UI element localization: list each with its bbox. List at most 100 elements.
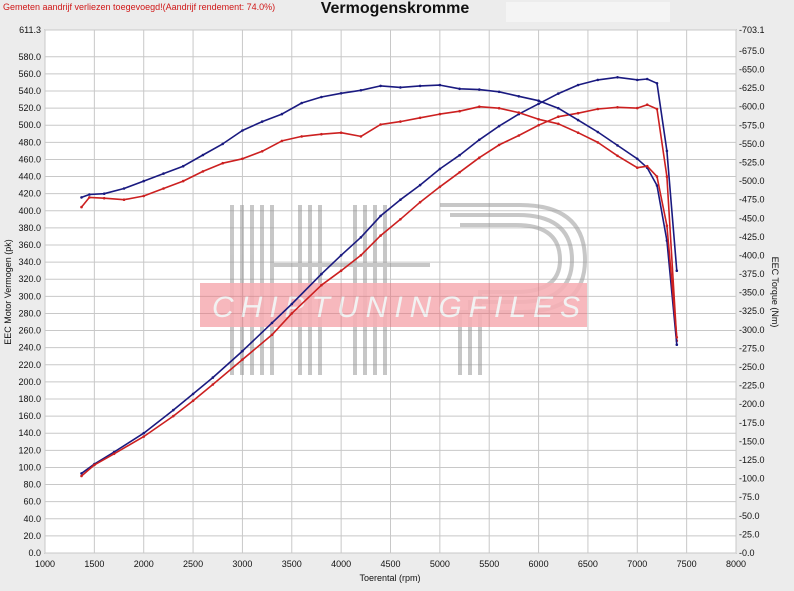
data-point-2 — [80, 196, 83, 199]
data-point-1 — [636, 106, 639, 110]
y2-tick-label: -125.0 — [739, 455, 765, 465]
y-tick-label: 200.0 — [18, 377, 41, 387]
y2-tick-label: -525.0 — [739, 157, 765, 167]
data-point-1 — [655, 107, 659, 111]
data-point-0 — [616, 76, 619, 79]
y2-tick-label: -625.0 — [739, 83, 765, 93]
y2-tick-label: -325.0 — [739, 306, 765, 316]
y2-tick-label: -225.0 — [739, 381, 765, 391]
data-point-3 — [458, 109, 461, 113]
data-point-1 — [497, 143, 501, 147]
data-point-1 — [339, 269, 343, 273]
series-line-2 — [81, 84, 678, 345]
data-point-1 — [596, 107, 600, 111]
data-point-3 — [142, 194, 145, 198]
data-point-2 — [616, 144, 619, 147]
x-tick-label: 5000 — [430, 559, 450, 569]
data-point-3 — [636, 166, 639, 169]
data-point-2 — [675, 343, 679, 347]
x-tick-label: 7500 — [677, 559, 697, 569]
series-lines — [80, 76, 679, 478]
data-point-3 — [517, 111, 521, 114]
y-tick-label: 160.0 — [18, 411, 41, 421]
data-point-2 — [162, 172, 165, 175]
data-point-2 — [438, 83, 442, 87]
data-point-2 — [497, 90, 501, 94]
x-tick-label: 2500 — [183, 559, 203, 569]
data-point-0 — [320, 272, 323, 276]
data-point-2 — [478, 88, 481, 91]
y-tick-label: 40.0 — [23, 514, 41, 524]
y-tick-label: 540.0 — [18, 86, 41, 96]
data-point-0 — [418, 183, 422, 187]
x-tick-label: 6000 — [529, 559, 549, 569]
data-point-0 — [537, 102, 540, 106]
data-point-0 — [241, 349, 244, 353]
chart-title: Vermogenskromme — [320, 0, 470, 17]
data-point-3 — [675, 336, 679, 339]
data-point-0 — [596, 78, 600, 82]
data-point-2 — [201, 153, 205, 157]
y-tick-label: 140.0 — [18, 428, 41, 438]
data-point-0 — [379, 214, 382, 218]
data-point-2 — [300, 101, 304, 105]
y-tick-label: 240.0 — [18, 343, 41, 353]
x-axis-label: Toerental (rpm) — [359, 573, 420, 583]
x-tick-label: 2000 — [134, 559, 154, 569]
x-tick-label: 3000 — [232, 559, 252, 569]
data-point-3 — [665, 224, 669, 227]
y-tick-label: 400.0 — [18, 206, 41, 216]
y-axis-label: EEC Motor Vermogen (pk) — [3, 239, 13, 345]
x-tick-label: 6500 — [578, 559, 598, 569]
data-point-2 — [320, 95, 323, 99]
data-point-1 — [211, 383, 215, 386]
data-point-3 — [88, 196, 91, 199]
data-point-0 — [655, 82, 659, 85]
y-tick-labels: 0.0 20.0 40.0 60.0 80.0 100.0 120.0 140.0 160.0 1… — [18, 25, 41, 558]
data-point-3 — [300, 135, 304, 138]
data-point-1 — [93, 463, 96, 467]
y-tick-label: 20.0 — [23, 531, 41, 541]
data-point-3 — [399, 120, 402, 123]
data-point-1 — [399, 218, 402, 221]
data-point-1 — [418, 200, 422, 204]
y2-tick-label: -475.0 — [739, 195, 765, 205]
y-tick-label: 120.0 — [18, 445, 41, 455]
data-point-1 — [142, 435, 145, 438]
data-point-1 — [665, 175, 669, 178]
data-point-3 — [201, 170, 205, 173]
y2-tick-label: -25.0 — [739, 529, 760, 539]
data-point-1 — [172, 414, 175, 418]
y2-tick-label: -650.0 — [739, 64, 765, 74]
data-point-0 — [438, 167, 442, 171]
data-point-3 — [181, 179, 185, 183]
data-point-0 — [270, 321, 274, 325]
data-point-3 — [537, 118, 540, 121]
y-tick-label: 320.0 — [18, 274, 41, 284]
data-point-1 — [112, 452, 116, 456]
data-point-3 — [655, 175, 659, 178]
y-tick-label: 380.0 — [18, 223, 41, 233]
watermark-banner — [200, 283, 587, 327]
data-point-2 — [399, 86, 402, 89]
y2-tick-label: -150.0 — [739, 436, 765, 446]
y2-tick-label: -703.1 — [739, 25, 765, 35]
data-point-0 — [191, 392, 195, 396]
data-point-3 — [102, 196, 106, 200]
y2-tick-label: -350.0 — [739, 288, 765, 298]
data-point-3 — [122, 198, 126, 201]
y2-tick-label: -450.0 — [739, 213, 765, 223]
y-tick-label: 560.0 — [18, 69, 41, 79]
x-tick-label: 3500 — [282, 559, 302, 569]
data-point-2 — [280, 112, 284, 116]
data-point-2 — [221, 142, 224, 146]
data-point-2 — [557, 106, 560, 110]
x-tick-label: 7000 — [627, 559, 647, 569]
data-point-2 — [260, 120, 264, 123]
data-point-0 — [80, 472, 83, 475]
data-point-2 — [636, 157, 639, 161]
title-side-box — [506, 2, 670, 22]
y-tick-label: 500.0 — [18, 120, 41, 130]
y-tick-label: 280.0 — [18, 308, 41, 318]
data-point-3 — [438, 112, 442, 116]
